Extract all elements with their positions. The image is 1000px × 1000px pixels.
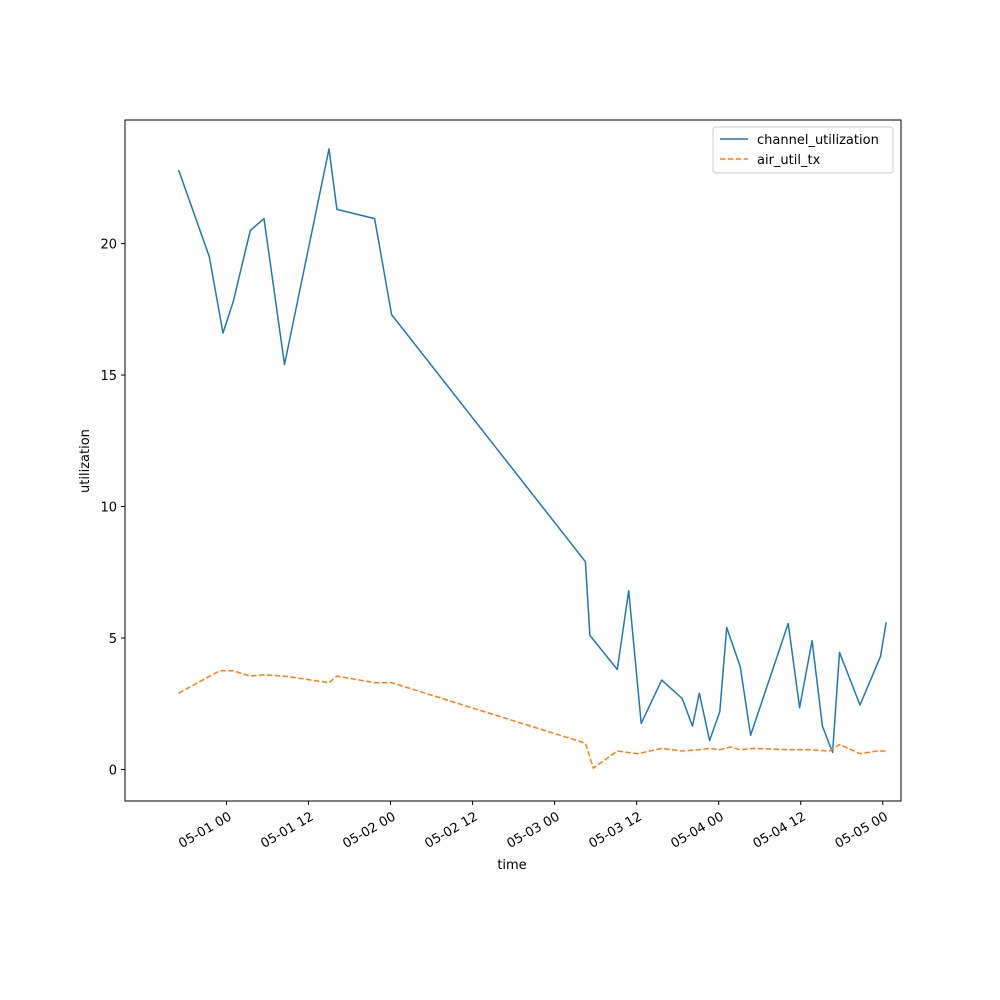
x-tick-label: 05-03 00	[504, 809, 562, 851]
x-tick-label: 05-01 00	[176, 809, 234, 851]
x-tick-label: 05-04 00	[669, 809, 727, 851]
y-tick-label: 5	[109, 632, 117, 647]
y-tick-label: 10	[100, 501, 117, 516]
x-tick-label: 05-05 00	[833, 809, 891, 851]
series-line-air-util-tx	[178, 670, 887, 769]
legend-label-channel-utilization: channel_utilization	[757, 133, 879, 148]
x-tick-label: 05-02 12	[422, 809, 480, 851]
x-axis: 05-01 00 05-01 12 05-02 00 05-02 12 05-03 00…	[176, 801, 891, 852]
y-axis-label: utilization	[78, 429, 93, 493]
x-tick-label: 05-03 12	[587, 809, 645, 851]
plot-frame	[124, 119, 902, 802]
y-axis: 0 5 10 15 20	[100, 238, 125, 778]
legend-label-air-util-tx: air_util_tx	[757, 153, 821, 168]
y-tick-label: 20	[100, 238, 117, 253]
y-tick-label: 0	[109, 763, 117, 778]
x-axis-label: time	[497, 858, 526, 873]
plot-area	[124, 119, 902, 802]
legend: channel_utilization air_util_tx	[712, 126, 894, 174]
legend-box	[712, 126, 894, 174]
x-tick-label: 05-02 00	[340, 809, 398, 851]
y-tick-label: 15	[100, 369, 117, 384]
series-layer	[177, 148, 887, 769]
x-tick-label: 05-04 12	[751, 809, 809, 851]
series-line-channel-utilization	[177, 148, 887, 754]
x-tick-label: 05-01 12	[258, 809, 316, 851]
